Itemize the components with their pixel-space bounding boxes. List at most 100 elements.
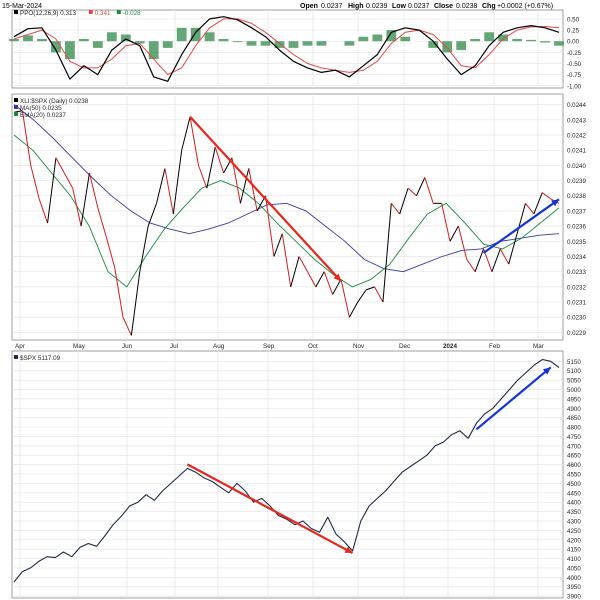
header-date: 15-Mar-2024 — [2, 3, 42, 10]
ratio-xtick-label: Nov — [353, 343, 365, 350]
spx-trend-arrow — [475, 366, 552, 431]
ppo-legend-swatch — [88, 10, 93, 14]
ppo-histogram-bar — [9, 38, 19, 42]
ratio-plot-area — [11, 93, 564, 341]
ratio-price-segment — [474, 248, 485, 272]
spx-ytick-label: 4600 — [567, 462, 581, 469]
ppo-histogram-bar — [344, 41, 355, 46]
spx-trend-arrow — [186, 463, 354, 555]
spx-ytick-label: 4100 — [567, 556, 581, 563]
ppo-ytick-label: -0.25 — [567, 50, 582, 57]
ratio-price-segment — [357, 289, 367, 303]
ppo-histogram-bar — [484, 32, 495, 42]
ratio-ma50-line — [13, 104, 560, 273]
ratio-trend-arrow-head — [551, 199, 559, 207]
ppo-histogram-bar — [232, 41, 243, 43]
spx-legend-entry: $SPX 5117.09 — [20, 355, 61, 362]
ratio-ytick-label: 0.0230 — [567, 315, 586, 322]
ratio-price-segment — [30, 165, 40, 199]
ppo-ytick-label: -0.50 — [567, 61, 582, 68]
ratio-price-segment — [197, 165, 208, 189]
ratio-price-segment — [298, 256, 308, 272]
ratio-price-segment — [390, 203, 401, 215]
ratio-price-segment — [105, 236, 116, 268]
ratio-price-segment — [332, 279, 342, 295]
spx-plot-area — [11, 350, 564, 599]
ppo-histogram-bar — [428, 41, 439, 48]
chart-panels: 0.50 0.25 0.00 -0.25 -0.50 -0.75 -1.00 PPO(12,2… — [9, 9, 586, 600]
header-close-value: 0.0238 — [456, 3, 478, 10]
ratio-price-segment — [97, 207, 107, 237]
ratio-ytick-label: 0.0243 — [567, 117, 586, 124]
ppo-histogram-bar — [176, 27, 187, 42]
ratio-legend-swatch — [14, 112, 18, 116]
ratio-price-segment — [399, 187, 409, 215]
ratio-price-segment — [541, 192, 551, 200]
ratio-ytick-label: 0.0235 — [567, 239, 586, 246]
ppo-histogram-bar — [512, 38, 522, 42]
ppo-histogram-bar — [274, 41, 285, 48]
ratio-price-segment — [416, 177, 426, 196]
ratio-price-segment — [348, 301, 359, 318]
spx-ytick-label: 4850 — [567, 415, 581, 422]
ratio-price-segment — [382, 203, 392, 303]
ratio-price-segment — [88, 172, 99, 209]
spx-ytick-label: 4300 — [567, 518, 581, 525]
ppo-ytick-label: 0.25 — [567, 28, 580, 35]
ratio-price-segment — [139, 226, 149, 272]
spx-ytick-label: 4750 — [567, 434, 581, 441]
header-high-value: 0.0239 — [366, 3, 388, 10]
ppo-histogram-bar — [218, 38, 229, 42]
spx-ytick-label: 4400 — [567, 500, 581, 507]
ratio-price-segment — [181, 116, 191, 151]
spx-ytick-label: 3900 — [567, 594, 581, 600]
ratio-price-segment — [508, 233, 518, 265]
ratio-price-segment — [130, 271, 141, 336]
ppo-histogram-bar — [190, 27, 201, 42]
ratio-xtick-label: Mar — [533, 343, 544, 350]
ppo-plot-area — [11, 9, 564, 89]
spx-ytick-label: 4950 — [567, 396, 581, 403]
ratio-xtick-label: Oct — [308, 343, 318, 350]
spx-ytick-label: 4700 — [567, 443, 581, 450]
ratio-price-segment — [164, 168, 174, 215]
spx-ytick-label: 4650 — [567, 453, 581, 460]
ratio-price-segment — [156, 168, 166, 204]
ppo-histogram-bar — [162, 41, 173, 48]
ratio-price-segment — [172, 150, 183, 215]
ratio-price-segment — [315, 271, 325, 288]
ppo-histogram-bar — [65, 41, 75, 60]
spx-ytick-label: 4250 — [567, 528, 581, 535]
spx-ytick-label: 4050 — [567, 565, 581, 572]
spx-ytick-label: 4450 — [567, 490, 581, 497]
ppo-histogram-bar — [106, 32, 117, 42]
ppo-histogram-bar — [78, 38, 89, 42]
ratio-xtick-label: Sep — [263, 343, 275, 350]
ratio-ytick-label: 0.0239 — [567, 178, 586, 185]
ppo-ytick-label: 0.00 — [567, 39, 580, 46]
ratio-xtick-label: May — [73, 343, 86, 350]
spx-legend-swatch — [14, 355, 18, 359]
ratio-price-segment — [47, 157, 57, 224]
header-bar: 15-Mar-2024 Open 0.0237 High 0.0239 Low … — [2, 3, 553, 10]
ratio-price-segment — [323, 271, 334, 295]
ppo-panel: 0.50 0.25 0.00 -0.25 -0.50 -0.75 -1.00 PPO(12,2… — [9, 9, 582, 90]
ratio-ytick-label: 0.0236 — [567, 224, 586, 231]
ratio-price-segment — [466, 259, 476, 272]
ratio-price-segment — [206, 147, 216, 189]
ratio-price-segment — [63, 172, 74, 189]
ratio-ytick-label: 0.0233 — [567, 269, 586, 276]
ratio-ytick-label: 0.0242 — [567, 133, 586, 140]
spx-ytick-label: 5000 — [567, 387, 581, 394]
ratio-xtick-label: Aug — [213, 343, 225, 350]
ppo-histogram-bar — [372, 34, 383, 42]
ppo-legend-entry: -0.028 — [123, 10, 141, 17]
ratio-legend-swatch — [14, 98, 18, 102]
ratio-ytick-label: 0.0240 — [567, 163, 586, 170]
spx-ytick-label: 4350 — [567, 509, 581, 516]
ppo-histogram-bar — [358, 36, 369, 42]
header-open-value: 0.0237 — [321, 3, 343, 10]
ratio-ytick-label: 0.0238 — [567, 193, 586, 200]
ratio-price-segment — [189, 116, 199, 166]
ratio-ema20-line — [13, 134, 560, 288]
